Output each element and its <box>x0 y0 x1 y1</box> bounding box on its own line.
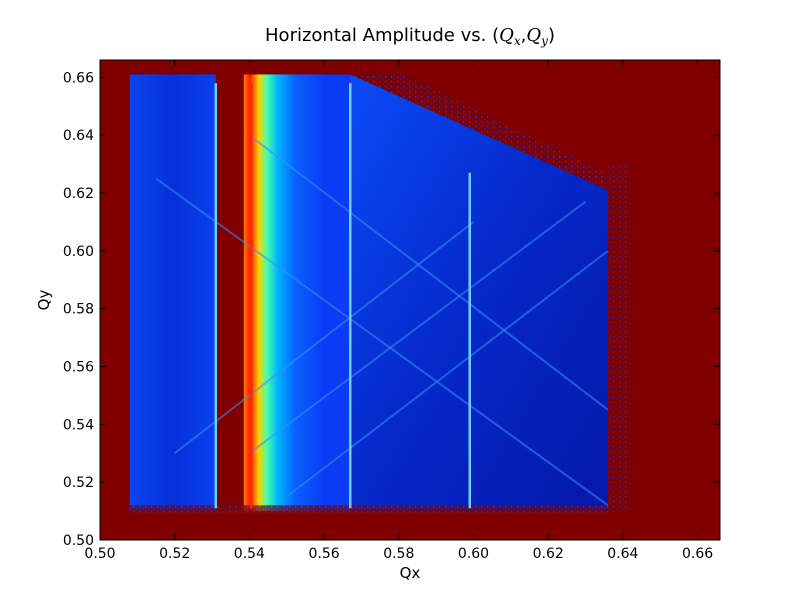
stable-region-left <box>129 74 216 512</box>
plot-border <box>99 59 721 541</box>
x-tick-label: 0.56 <box>309 546 340 562</box>
diagonal-resonance-line <box>174 221 475 455</box>
y-tick-label: 0.54 <box>63 417 94 433</box>
x-tick-label: 0.58 <box>383 546 414 562</box>
boundary-fringe-bottom <box>129 505 608 514</box>
x-tick-label: 0.64 <box>607 546 638 562</box>
y-tick-label: 0.50 <box>63 533 94 549</box>
diagonal-resonance-line <box>286 250 609 498</box>
boundary-fringe-right <box>607 164 631 512</box>
diagonal-resonance-line <box>155 177 609 507</box>
plot-area <box>100 60 720 540</box>
x-axis-label: Qx <box>400 564 421 582</box>
x-tick-label: 0.66 <box>682 546 713 562</box>
y-tick-label: 0.58 <box>63 302 94 318</box>
diagonal-resonance-line <box>248 134 609 411</box>
stable-region-right <box>350 74 608 512</box>
y-tick-label: 0.62 <box>63 186 94 202</box>
diagonal-resonance-line <box>248 200 587 455</box>
y-tick-label: 0.56 <box>63 360 94 376</box>
x-axis: 0.50 0.52 0.54 0.56 0.58 0.60 0.62 0.64 0.66 <box>84 60 713 562</box>
x-tick-label: 0.50 <box>84 546 115 562</box>
boundary-fringe-top <box>350 71 608 191</box>
x-tick-label: 0.62 <box>533 546 564 562</box>
y-tick-label: 0.64 <box>63 128 94 144</box>
stable-region-middle <box>243 74 351 512</box>
plot-frame <box>99 59 721 541</box>
y-tick-label: 0.66 <box>63 70 94 86</box>
y-tick-label: 0.52 <box>63 475 94 491</box>
chart-title: Horizontal Amplitude vs. (Qx,Qy) <box>265 25 555 48</box>
x-tick-label: 0.52 <box>159 546 190 562</box>
x-tick-label: 0.54 <box>234 546 265 562</box>
x-tick-label: 0.60 <box>458 546 489 562</box>
y-axis-label: Qy <box>35 290 53 311</box>
y-tick-label: 0.60 <box>63 244 94 260</box>
y-axis: 0.50 0.52 0.54 0.56 0.58 0.60 0.62 0.64 0.66 <box>63 70 720 549</box>
